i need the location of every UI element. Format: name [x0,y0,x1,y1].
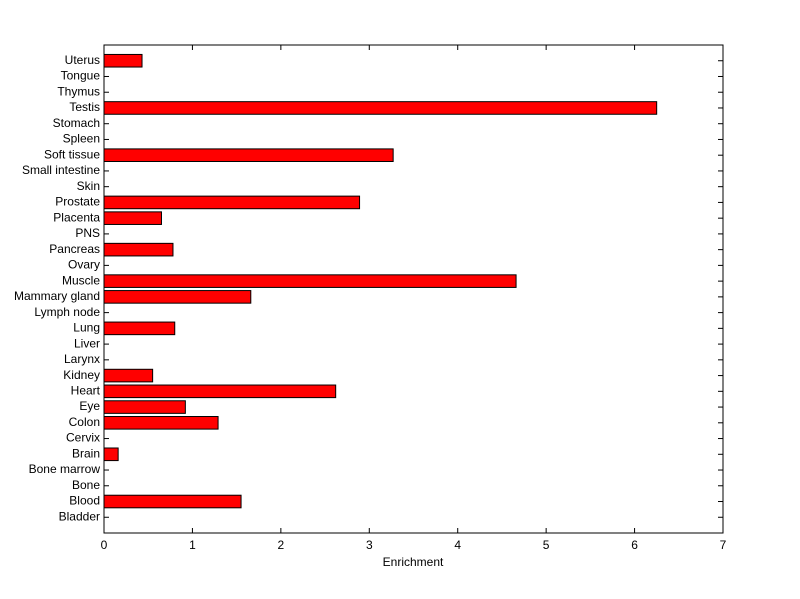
y-tick-label: Eye [79,399,100,413]
x-tick-label: 0 [101,538,108,552]
y-tick-label: Placenta [53,210,100,224]
bar [103,211,162,225]
y-tick-label: Larynx [64,352,100,366]
y-tick-label: Liver [74,336,100,350]
y-tick-label: Bone [72,478,100,492]
bar [103,416,219,430]
x-tick-label: 6 [631,538,638,552]
bar [103,53,143,68]
y-tick-label: Testis [69,100,100,114]
x-tick-label: 2 [278,538,285,552]
bar [103,321,176,336]
y-tick-label: Spleen [63,132,100,146]
y-tick-label: PNS [75,226,100,240]
y-tick-label: Thymus [57,84,100,98]
bar [103,368,154,383]
bar [103,447,119,462]
y-tick-label: Lung [73,321,100,335]
y-tick-label: Bone marrow [29,462,101,476]
x-axis-label: Enrichment [383,555,444,569]
y-tick-label: Prostate [55,195,100,209]
bar [103,195,361,210]
y-tick-label: Ovary [68,258,100,272]
bar [103,400,186,414]
plot-frame [103,44,724,534]
x-tick-label: 3 [366,538,373,552]
y-tick-label: Kidney [63,368,100,382]
x-tick-label: 7 [720,538,727,552]
y-tick-label: Cervix [66,431,100,445]
y-tick-label: Brain [72,446,100,460]
bar [103,148,394,162]
x-tick-label: 4 [454,538,461,552]
y-tick-label: Small intestine [22,163,100,177]
y-tick-label: Mammary gland [14,289,100,303]
y-tick-label: Bladder [59,509,100,523]
bar [103,101,658,115]
bar [103,384,337,399]
y-tick-label: Tongue [61,69,101,83]
bar [103,290,252,304]
y-tick-label: Heart [71,383,101,397]
y-tick-label: Uterus [65,53,100,67]
bar [103,242,174,257]
y-tick-label: Lymph node [34,305,100,319]
y-tick-label: Skin [77,179,100,193]
y-tick-label: Pancreas [49,242,100,256]
bar [103,274,517,288]
bar [103,494,242,509]
x-tick-label: 5 [543,538,550,552]
y-tick-label: Colon [69,415,100,429]
y-tick-label: Stomach [53,116,100,130]
y-tick-label: Blood [69,494,100,508]
x-tick-label: 1 [189,538,196,552]
y-tick-label: Soft tissue [44,147,100,161]
y-tick-label: Muscle [62,273,100,287]
